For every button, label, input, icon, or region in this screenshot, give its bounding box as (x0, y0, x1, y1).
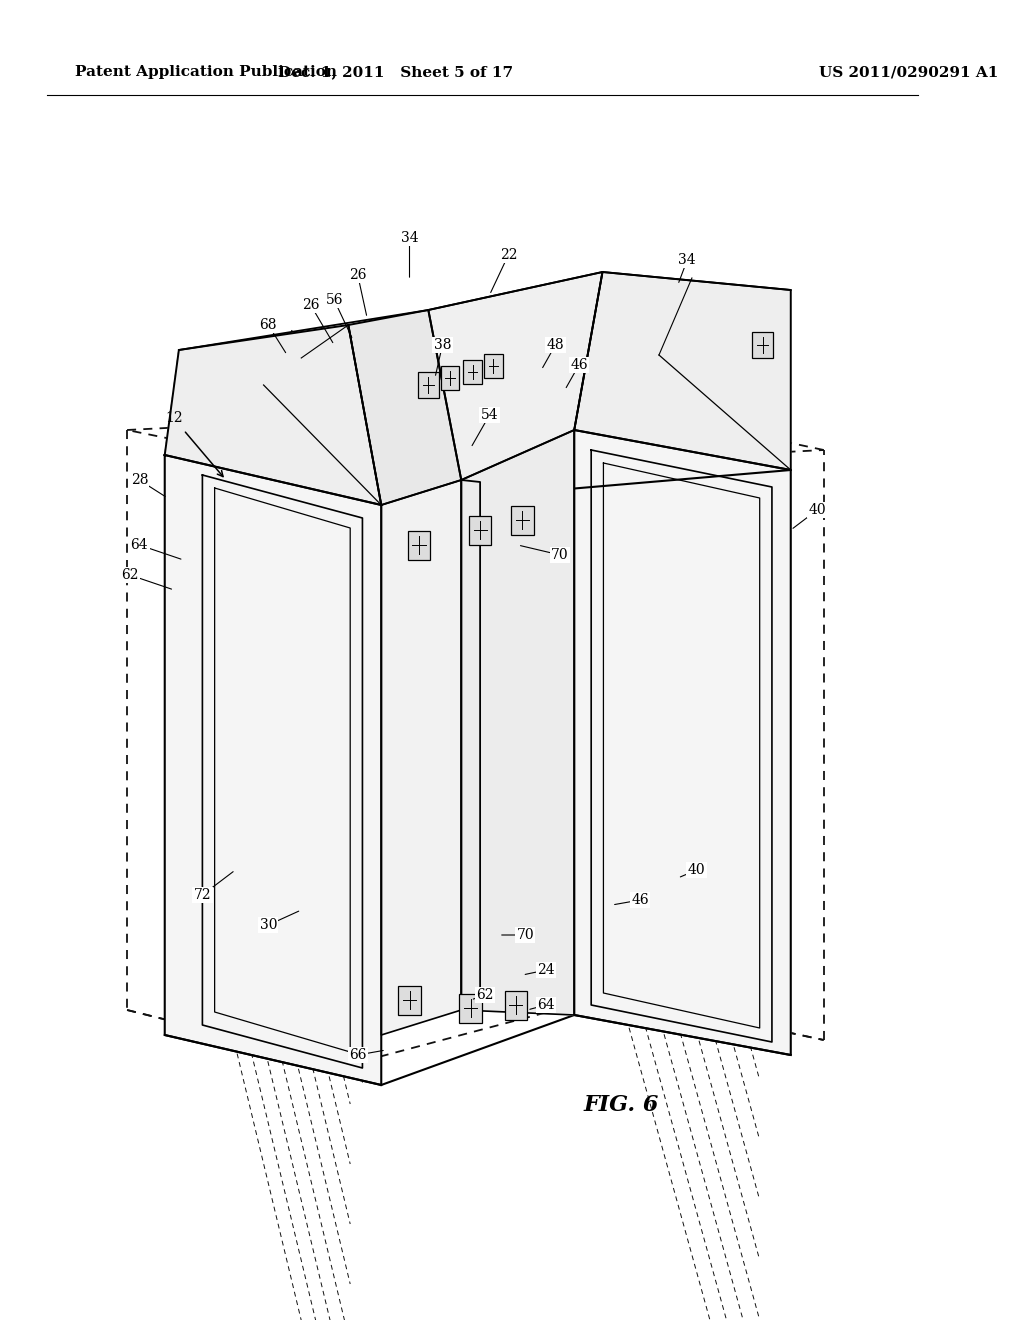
FancyBboxPatch shape (511, 506, 534, 535)
Text: Dec. 1, 2011   Sheet 5 of 17: Dec. 1, 2011 Sheet 5 of 17 (278, 65, 513, 79)
Text: 46: 46 (632, 894, 649, 907)
Polygon shape (428, 272, 602, 480)
FancyBboxPatch shape (463, 360, 482, 384)
Text: 26: 26 (349, 268, 367, 282)
FancyBboxPatch shape (505, 991, 527, 1020)
Text: 70: 70 (551, 548, 569, 562)
Text: 64: 64 (538, 998, 555, 1012)
Text: 34: 34 (678, 253, 696, 267)
Text: 40: 40 (688, 863, 706, 876)
Text: 54: 54 (480, 408, 499, 422)
Text: 22: 22 (500, 248, 517, 261)
Polygon shape (461, 480, 480, 1012)
Text: 34: 34 (400, 231, 419, 246)
Text: US 2011/0290291 A1: US 2011/0290291 A1 (819, 65, 998, 79)
Text: 28: 28 (131, 473, 148, 487)
Polygon shape (381, 480, 461, 1035)
Text: 30: 30 (259, 917, 278, 932)
Text: 62: 62 (121, 568, 138, 582)
FancyBboxPatch shape (484, 354, 503, 378)
FancyBboxPatch shape (753, 333, 773, 358)
FancyBboxPatch shape (460, 994, 482, 1023)
Text: Patent Application Publication: Patent Application Publication (76, 65, 337, 79)
Polygon shape (574, 430, 791, 1055)
Text: 12: 12 (165, 411, 183, 425)
Polygon shape (461, 430, 574, 1015)
Text: 26: 26 (302, 298, 319, 312)
Text: 66: 66 (349, 1048, 367, 1063)
FancyBboxPatch shape (440, 366, 460, 389)
Text: 64: 64 (130, 539, 148, 552)
Polygon shape (165, 325, 381, 506)
Text: 46: 46 (570, 358, 588, 372)
Text: 56: 56 (326, 293, 343, 308)
FancyBboxPatch shape (469, 516, 492, 545)
Text: FIG. 6: FIG. 6 (584, 1094, 659, 1115)
FancyBboxPatch shape (398, 986, 421, 1015)
Text: 38: 38 (434, 338, 452, 352)
Polygon shape (574, 272, 791, 470)
Text: 68: 68 (259, 318, 278, 333)
FancyBboxPatch shape (418, 372, 438, 399)
Polygon shape (165, 455, 381, 1085)
Text: 40: 40 (808, 503, 826, 517)
Text: 72: 72 (194, 888, 211, 902)
Text: 62: 62 (476, 987, 494, 1002)
Text: 70: 70 (516, 928, 535, 942)
Text: 24: 24 (538, 964, 555, 977)
Text: 48: 48 (547, 338, 564, 352)
FancyBboxPatch shape (408, 531, 430, 560)
Polygon shape (348, 310, 461, 506)
